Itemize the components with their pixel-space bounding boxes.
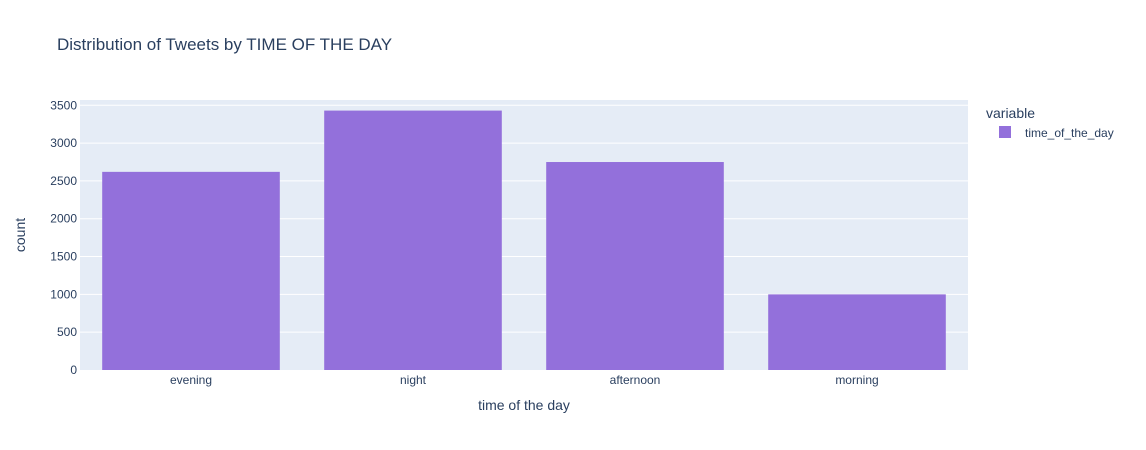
legend: variable time_of_the_day bbox=[986, 105, 1114, 140]
x-tick-label: afternoon bbox=[610, 373, 661, 387]
x-axis-title: time of the day bbox=[478, 397, 570, 413]
y-tick-label: 3000 bbox=[50, 136, 77, 150]
x-tick-label: morning bbox=[835, 373, 878, 387]
x-tick-label: evening bbox=[170, 373, 212, 387]
y-tick-label: 0 bbox=[70, 363, 77, 377]
y-tick-label: 2000 bbox=[50, 212, 77, 226]
y-axis-title: count bbox=[12, 218, 28, 252]
legend-swatch[interactable] bbox=[999, 126, 1011, 138]
y-tick-label: 500 bbox=[57, 325, 77, 339]
y-tick-label: 2500 bbox=[50, 174, 77, 188]
chart-title: Distribution of Tweets by TIME OF THE DA… bbox=[57, 35, 392, 54]
bar-morning[interactable] bbox=[768, 294, 946, 370]
y-tick-label: 1500 bbox=[50, 250, 77, 264]
legend-title: variable bbox=[986, 105, 1035, 121]
legend-item[interactable]: time_of_the_day bbox=[999, 126, 1114, 140]
bars bbox=[102, 110, 946, 371]
bar-night[interactable] bbox=[324, 110, 502, 371]
y-tick-label: 1000 bbox=[50, 287, 77, 301]
bar-afternoon[interactable] bbox=[546, 162, 724, 370]
x-tick-labels: evening night afternoon morning bbox=[170, 373, 879, 387]
x-tick-label: night bbox=[400, 373, 427, 387]
y-tick-label: 3500 bbox=[50, 98, 77, 112]
y-tick-labels: 0 500 1000 1500 2000 2500 3000 3500 bbox=[50, 98, 77, 377]
legend-label[interactable]: time_of_the_day bbox=[1025, 126, 1114, 140]
bar-evening[interactable] bbox=[102, 171, 280, 370]
